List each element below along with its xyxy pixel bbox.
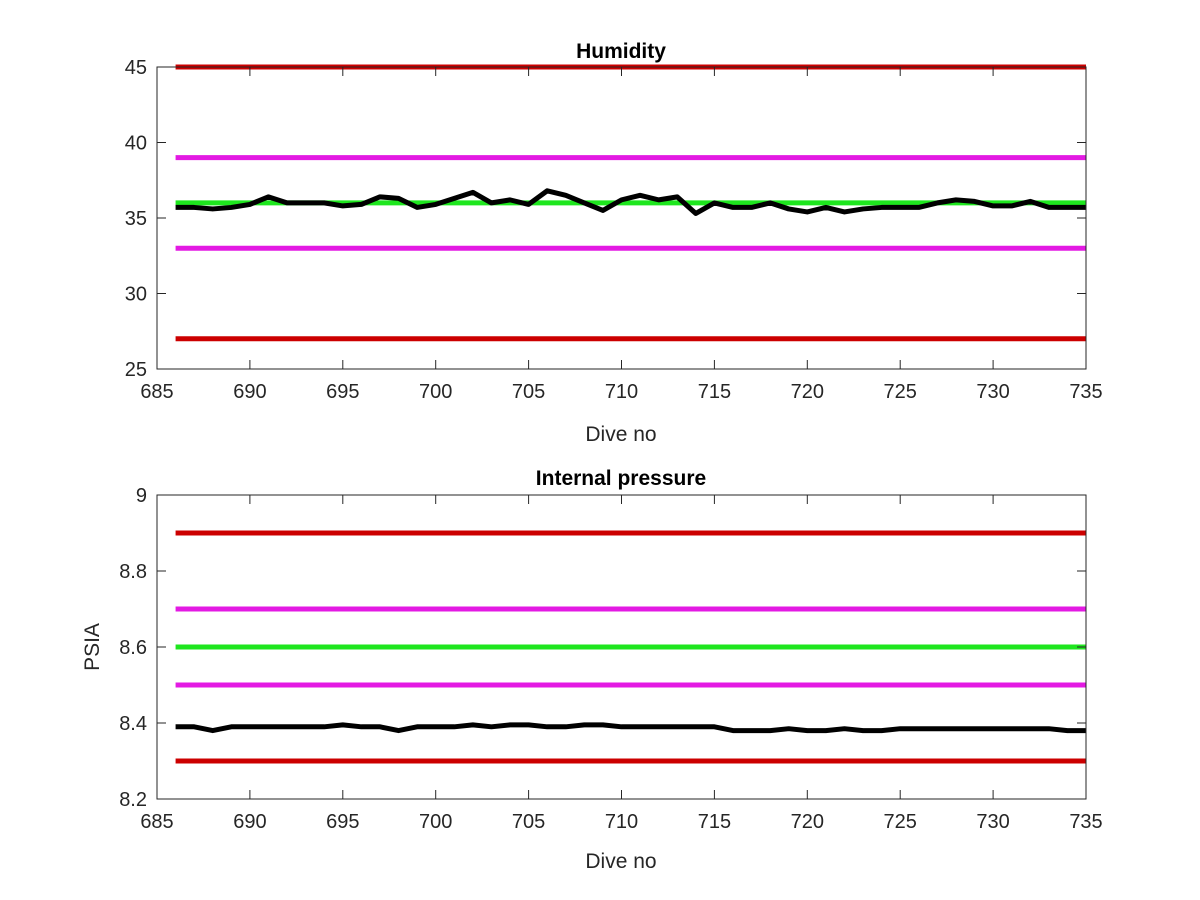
plot-area: 685 690 695 700 705 710 715 720 725 730 735 8.2 8.4 8…	[119, 485, 1103, 833]
x-tick-label: 710	[605, 381, 638, 403]
plot-area: 685 690 695 700 705 710 715 720 725 730 735 25 30 35 4…	[125, 57, 1103, 403]
y-tick-label: 8.4	[119, 713, 147, 735]
y-tick-label: 30	[125, 284, 147, 306]
x-axis-label: Dive no	[585, 850, 656, 873]
x-tick-label: 725	[884, 811, 917, 833]
x-tick-label: 715	[698, 381, 731, 403]
x-tick-label: 735	[1069, 381, 1102, 403]
x-tick-label: 700	[419, 811, 452, 833]
x-tick-label: 715	[698, 811, 731, 833]
x-tick-label: 685	[140, 381, 173, 403]
y-tick-label: 8.6	[119, 637, 147, 659]
x-tick-label: 710	[605, 811, 638, 833]
x-tick-label: 690	[233, 811, 266, 833]
x-tick-label: 695	[326, 381, 359, 403]
x-tick-label: 685	[140, 811, 173, 833]
chart-title: Humidity	[576, 40, 666, 63]
x-tick-label: 690	[233, 381, 266, 403]
x-tick-label: 720	[791, 381, 824, 403]
chart-title: Internal pressure	[536, 467, 706, 490]
subplot-internal-pressure: Internal pressure Dive no PSIA 685 690 695…	[81, 467, 1103, 873]
x-tick-label: 735	[1069, 811, 1102, 833]
x-tick-label: 700	[419, 381, 452, 403]
y-tick-label: 8.8	[119, 561, 147, 583]
x-tick-label: 705	[512, 381, 545, 403]
y-tick-label: 35	[125, 208, 147, 230]
data-series-line	[175, 722, 1086, 734]
x-tick-label: 730	[976, 381, 1009, 403]
subplot-humidity: Humidity Dive no 685 690 695 700 705 710 715 72…	[125, 40, 1103, 446]
y-tick-label: 45	[125, 57, 147, 79]
y-tick-label: 25	[125, 359, 147, 381]
y-tick-label: 40	[125, 133, 147, 155]
data-series-line	[175, 188, 1086, 216]
x-axis-label: Dive no	[585, 423, 656, 446]
y-tick-label: 8.2	[119, 789, 147, 811]
y-axis-label: PSIA	[81, 623, 104, 671]
x-tick-label: 720	[791, 811, 824, 833]
x-tick-label: 730	[976, 811, 1009, 833]
x-tick-label: 705	[512, 811, 545, 833]
y-tick-label: 9	[136, 485, 147, 507]
x-tick-label: 725	[884, 381, 917, 403]
x-tick-label: 695	[326, 811, 359, 833]
